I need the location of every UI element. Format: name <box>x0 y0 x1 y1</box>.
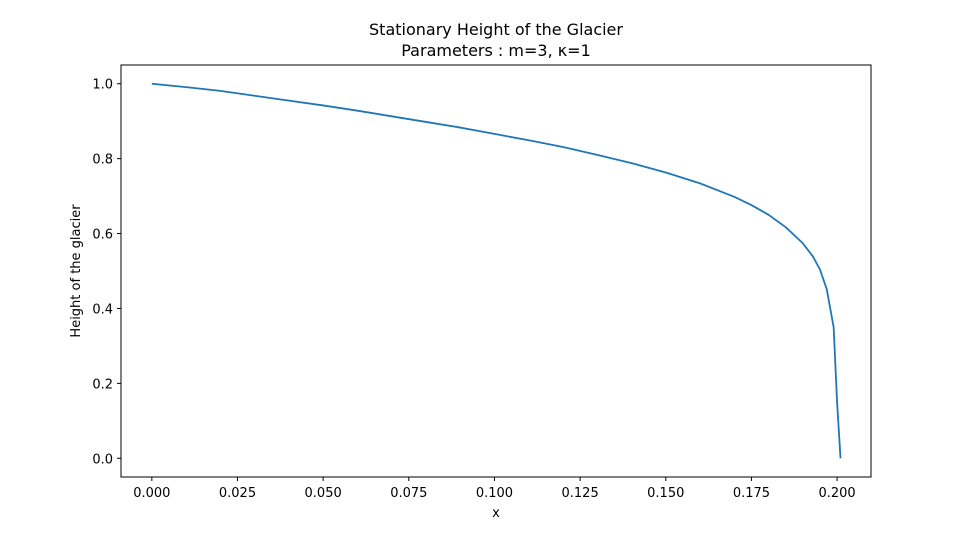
x-tick-label: 0.125 <box>562 486 599 501</box>
y-tick-label: 0.8 <box>92 153 113 168</box>
y-axis: 0.0 0.2 0.4 0.6 0.8 1.0 <box>92 78 121 467</box>
chart-subtitle: Parameters : m=3, κ=1 <box>401 41 591 60</box>
x-tick-label: 0.175 <box>733 486 770 501</box>
x-tick-label: 0.100 <box>476 486 513 501</box>
x-tick-label: 0.150 <box>647 486 684 501</box>
x-tick-label: 0.075 <box>390 486 427 501</box>
x-tick-label: 0.200 <box>818 486 855 501</box>
y-tick-label: 0.6 <box>92 228 113 243</box>
y-tick-label: 0.2 <box>92 377 113 392</box>
x-tick-label: 0.000 <box>133 486 170 501</box>
chart-title: Stationary Height of the Glacier <box>369 20 623 39</box>
y-tick-label: 0.4 <box>92 302 113 317</box>
x-tick-label: 0.025 <box>219 486 256 501</box>
plot-frame <box>120 64 872 478</box>
x-tick-label: 0.050 <box>305 486 342 501</box>
y-tick-label: 1.0 <box>92 78 113 93</box>
series-layer <box>151 82 842 459</box>
y-axis-label: Height of the glacier <box>69 204 84 338</box>
series-line <box>151 82 842 459</box>
y-tick-label: 0.0 <box>92 452 113 467</box>
x-axis-label: x <box>492 506 500 521</box>
x-axis: 0.000 0.025 0.050 0.075 0.100 0.125 0.150 0.175… <box>133 477 856 501</box>
